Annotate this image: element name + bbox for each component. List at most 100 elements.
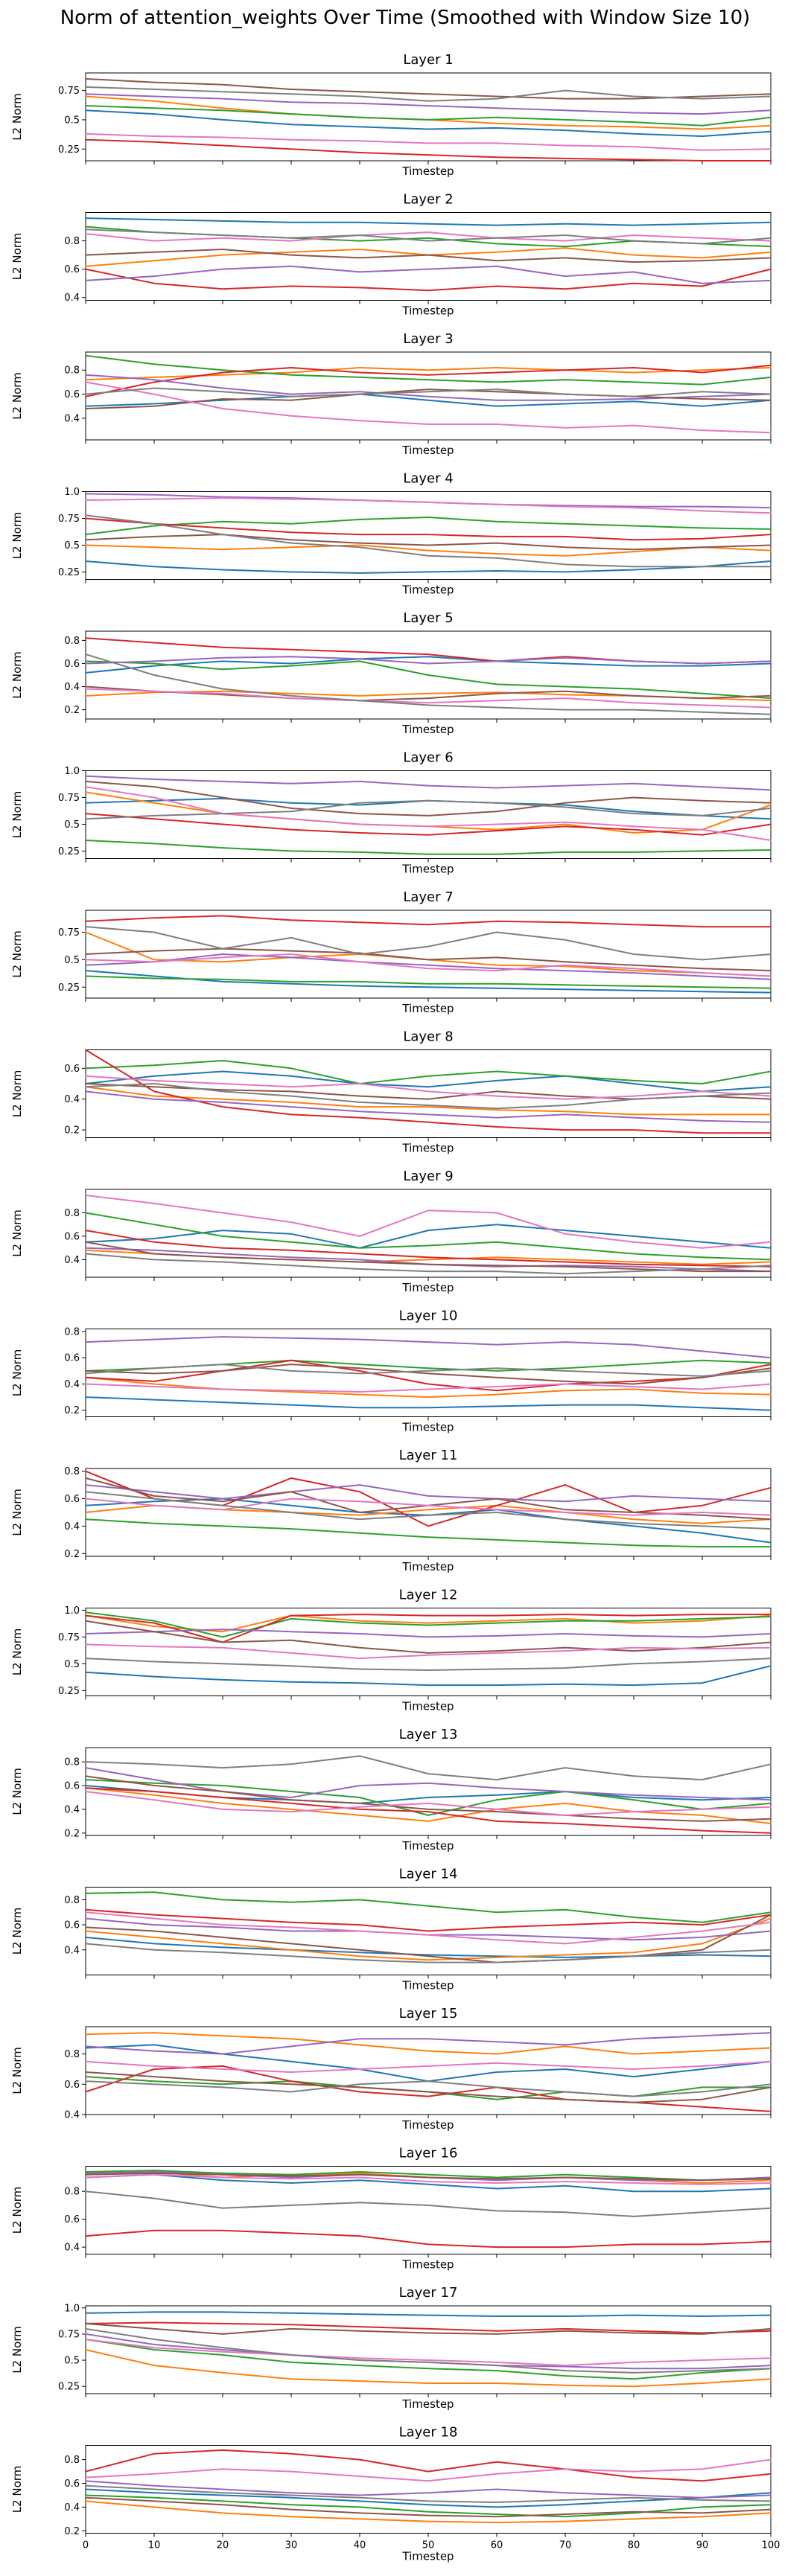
- series-line-1: [85, 560, 772, 574]
- y-axis-label: L2 Norm: [10, 791, 24, 839]
- plot-frame: [85, 910, 772, 999]
- series-line-8: [85, 653, 772, 715]
- series-line-5: [85, 1484, 772, 1503]
- y-tick-label: 0.25: [58, 846, 80, 857]
- x-tick-label: 90: [696, 2540, 709, 2551]
- y-axis-label: L2 Norm: [10, 1209, 24, 1257]
- series-line-6: [85, 2322, 772, 2335]
- y-axis-label: L2 Norm: [10, 651, 24, 699]
- series-line-7: [85, 132, 772, 151]
- subplot-title: Layer 4: [403, 471, 453, 487]
- series-line-4: [85, 364, 772, 397]
- series-line-1: [85, 1665, 772, 1687]
- x-tick-label: 50: [422, 2540, 435, 2551]
- series-line-4: [85, 1614, 772, 1643]
- subplot-title: Layer 11: [399, 1448, 458, 1463]
- series-line-5: [85, 1090, 772, 1123]
- y-tick-label: 0.8: [64, 2187, 80, 2198]
- y-tick-label: 0.25: [58, 1686, 80, 1697]
- y-tick-label: 0.4: [64, 1094, 80, 1105]
- y-tick-label: 0.75: [58, 86, 80, 97]
- y-tick-label: 0.25: [58, 567, 80, 578]
- series-line-4: [85, 268, 772, 292]
- series-line-3: [85, 517, 772, 536]
- y-tick-label: 0.8: [64, 636, 80, 647]
- series-line-6: [85, 389, 772, 409]
- y-tick-label: 0.6: [64, 2080, 80, 2091]
- subplot-title: Layer 14: [399, 1867, 458, 1882]
- series-line-7: [85, 2060, 772, 2073]
- y-tick-label: 0.4: [64, 2243, 80, 2254]
- series-line-4: [85, 813, 772, 836]
- subplot-layer-2: Layer 2 0.4 0.6 0.8 Timestep L2 Norm: [10, 192, 772, 318]
- series-line-5: [85, 493, 772, 509]
- series-line-5: [85, 265, 772, 284]
- subplot-layer-7: Layer 7 0.25 0.5 0.75 Timestep L2 Norm: [10, 889, 772, 1015]
- series-line-3: [85, 840, 772, 855]
- series-line-8: [85, 2080, 772, 2097]
- series-line-5: [85, 2480, 772, 2499]
- series-line-8: [85, 514, 772, 568]
- series-line-4: [85, 2449, 772, 2482]
- series-line-6: [85, 2071, 772, 2103]
- series-line-1: [85, 109, 772, 137]
- series-line-2: [85, 1376, 772, 1399]
- x-tick-label: 60: [491, 2540, 503, 2551]
- x-axis-label: Timestep: [401, 1560, 454, 1573]
- x-axis-label: Timestep: [401, 164, 454, 178]
- subplot-layer-8: Layer 8 0.2 0.4 0.6 Timestep L2 Norm: [10, 1029, 772, 1155]
- y-tick-label: 0.8: [64, 2455, 80, 2466]
- y-tick-label: 0.8: [64, 1208, 80, 1219]
- series-line-4: [85, 517, 772, 541]
- series-line-6: [85, 2496, 772, 2518]
- y-tick-label: 0.6: [64, 1920, 80, 1931]
- series-line-3: [85, 2494, 772, 2518]
- series-line-8: [85, 1253, 772, 1275]
- y-axis-label: L2 Norm: [10, 512, 24, 560]
- series-line-7: [85, 2173, 772, 2185]
- series-line-1: [85, 217, 772, 226]
- y-tick-label: 0.2: [64, 1125, 80, 1137]
- x-axis-label: Timestep: [401, 1281, 454, 1294]
- series-line-3: [85, 1611, 772, 1638]
- y-tick-label: 0.5: [64, 540, 80, 552]
- series-line-7: [85, 231, 772, 242]
- series-line-5: [85, 1629, 772, 1638]
- plot-frame: [85, 1747, 772, 1836]
- series-line-2: [85, 2500, 772, 2524]
- series-line-7: [85, 1643, 772, 1660]
- series-line-2: [85, 1787, 772, 1825]
- subplot-title: Layer 6: [403, 750, 453, 766]
- y-tick-label: 0.6: [64, 1494, 80, 1505]
- y-tick-label: 0.2: [64, 1828, 80, 1839]
- subplot-layer-10: Layer 10 0.2 0.4 0.6 0.8 Timestep L2 Norm: [10, 1308, 772, 1434]
- y-tick-label: 0.2: [64, 1549, 80, 1560]
- y-tick-label: 0.6: [64, 2214, 80, 2225]
- y-axis-label: L2 Norm: [10, 1070, 24, 1118]
- series-line-6: [85, 2172, 772, 2182]
- y-axis-label: L2 Norm: [10, 930, 24, 978]
- series-line-3: [85, 2339, 772, 2380]
- subplot-layer-1: Layer 1 0.25 0.5 0.75 Timestep L2 Norm: [10, 52, 772, 178]
- y-tick-label: 0.4: [64, 1945, 80, 1956]
- series-line-4: [85, 2065, 772, 2112]
- subplot-title: Layer 8: [403, 1029, 453, 1045]
- series-line-7: [85, 1194, 772, 1249]
- y-tick-label: 1.0: [64, 2303, 80, 2314]
- series-line-6: [85, 1914, 772, 1963]
- series-line-6: [85, 1775, 772, 1822]
- series-line-7: [85, 1075, 772, 1100]
- series-line-7: [85, 1911, 772, 1945]
- y-tick-label: 0.75: [58, 1632, 80, 1643]
- series-line-2: [85, 931, 772, 977]
- y-tick-label: 0.6: [64, 1353, 80, 1364]
- series-line-7: [85, 2458, 772, 2482]
- subplot-layer-17: Layer 17 0.25 0.5 0.75 1.0 Timestep L2 Norm: [10, 2285, 772, 2411]
- subplot-title: Layer 18: [399, 2425, 458, 2441]
- series-line-6: [85, 1620, 772, 1654]
- series-line-2: [85, 1917, 772, 1961]
- series-line-3: [85, 1518, 772, 1548]
- series-line-7: [85, 497, 772, 514]
- y-tick-label: 0.75: [58, 2329, 80, 2340]
- subplot-title: Layer 13: [399, 1727, 458, 1742]
